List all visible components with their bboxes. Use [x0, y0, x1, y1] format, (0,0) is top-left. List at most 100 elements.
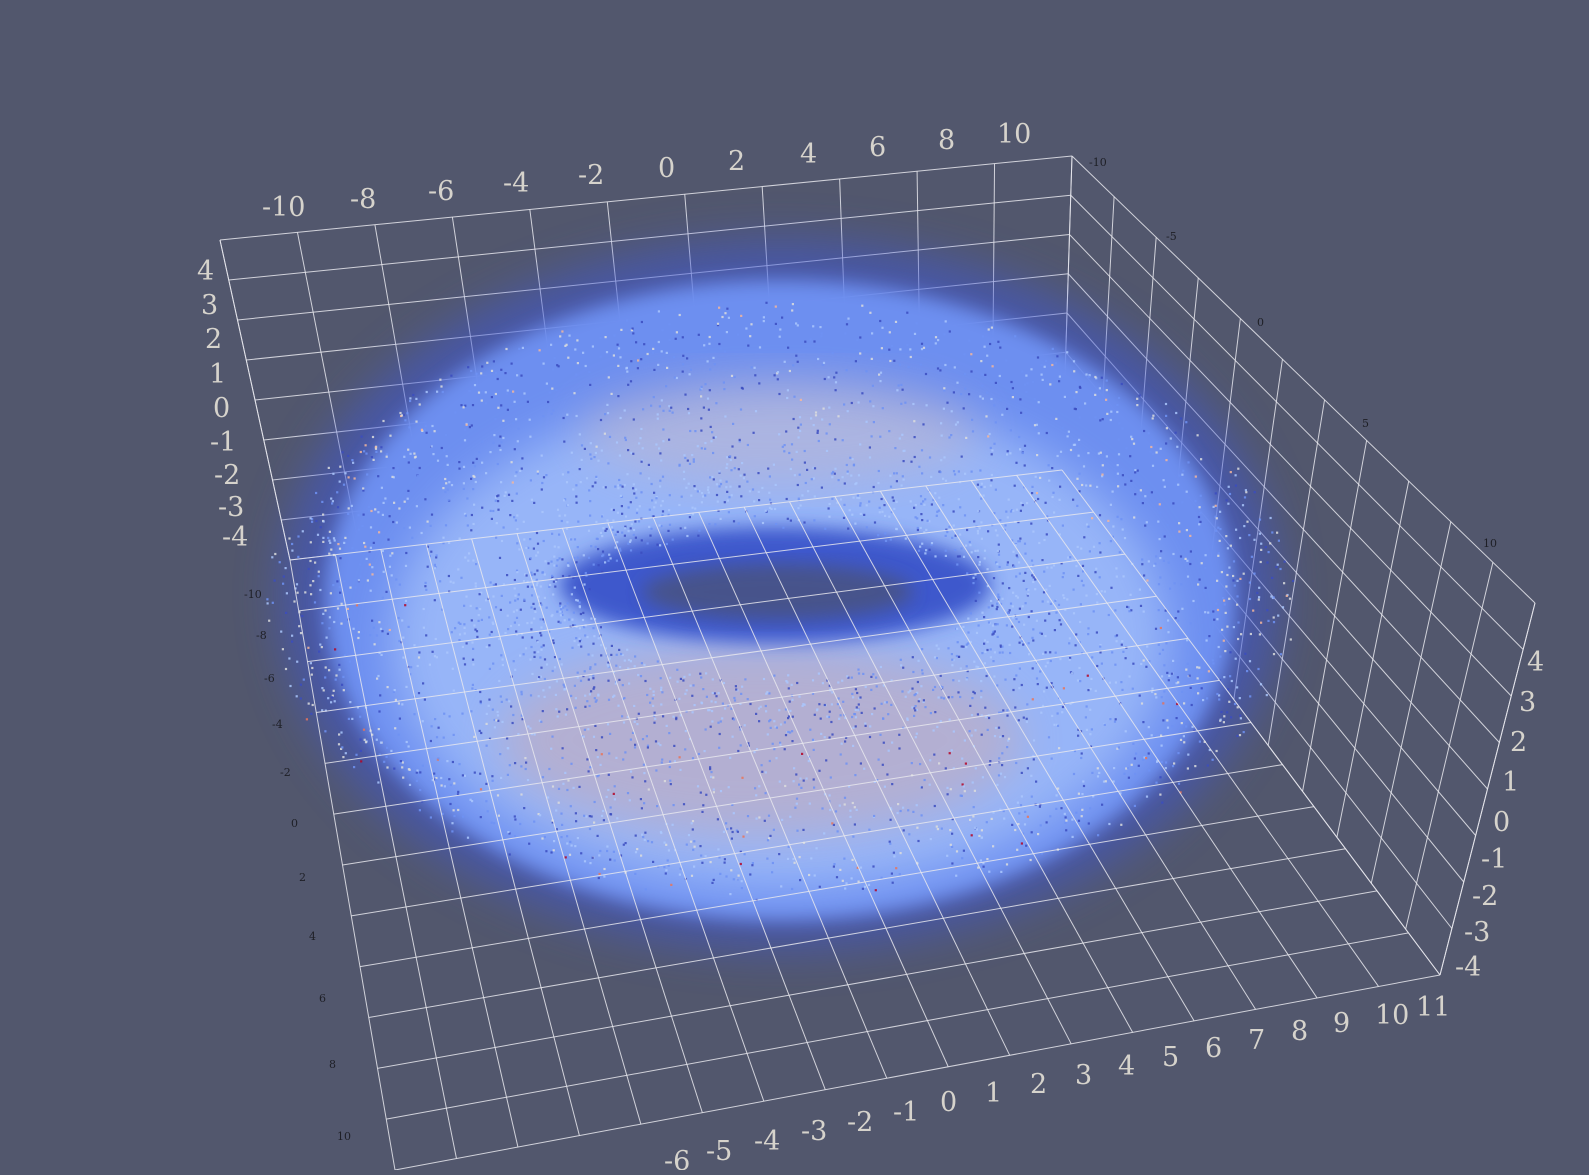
- torus-far-warm-band: [580, 375, 980, 485]
- torus-point: [307, 567, 310, 570]
- torus-point: [1239, 536, 1242, 540]
- torus-point: [361, 632, 364, 635]
- torus-point: [568, 575, 571, 578]
- torus-point: [533, 607, 536, 610]
- torus-point: [934, 711, 937, 714]
- torus-point: [519, 469, 522, 472]
- torus-point: [309, 517, 312, 520]
- torus-point: [1024, 810, 1027, 813]
- torus-point: [1041, 559, 1044, 562]
- torus-point: [682, 470, 686, 473]
- torus-point: [990, 599, 993, 603]
- torus-point: [528, 418, 531, 421]
- torus-point: [587, 653, 590, 656]
- torus-point: [585, 574, 588, 577]
- torus-point: [889, 359, 892, 363]
- torus-point: [698, 529, 701, 532]
- torus-point: [535, 531, 539, 535]
- torus-point: [940, 434, 943, 437]
- torus-point: [578, 433, 581, 436]
- torus-point: [657, 310, 660, 313]
- torus-point: [980, 482, 983, 485]
- torus-point: [650, 527, 653, 530]
- torus-point: [529, 538, 532, 541]
- torus-point: [492, 622, 495, 626]
- torus-point: [491, 708, 494, 711]
- torus-point: [372, 458, 375, 461]
- torus-point: [1232, 560, 1236, 563]
- torus-point: [996, 623, 999, 626]
- torus-point: [726, 456, 729, 459]
- torus-point: [898, 363, 902, 366]
- torus-point: [653, 721, 656, 724]
- torus-point: [792, 417, 795, 421]
- torus-point: [1117, 746, 1120, 749]
- torus-point: [572, 786, 575, 789]
- torus-point: [954, 423, 958, 426]
- torus-point: [1032, 530, 1035, 533]
- torus-point: [606, 849, 609, 853]
- torus-point: [799, 777, 802, 780]
- torus-point: [448, 778, 451, 781]
- torus-point: [311, 666, 314, 670]
- torus-point: [501, 664, 504, 667]
- torus-point: [722, 830, 726, 833]
- torus-point: [730, 494, 733, 497]
- torus-point: [1079, 620, 1082, 624]
- torus-point: [573, 586, 576, 589]
- torus-point: [889, 818, 892, 821]
- torus-point: [1027, 588, 1030, 592]
- torus-point: [716, 818, 719, 821]
- torus-point: [1030, 774, 1033, 777]
- torus-point: [690, 494, 693, 497]
- torus-point: [1024, 571, 1027, 574]
- torus-point: [610, 526, 613, 529]
- torus-point: [630, 451, 633, 454]
- torus-point: [530, 636, 534, 639]
- torus-point: [600, 814, 604, 817]
- torus-point: [656, 660, 659, 663]
- torus-point: [454, 411, 457, 414]
- torus-point: [936, 828, 939, 831]
- torus-point: [805, 777, 808, 780]
- torus-point: [823, 832, 826, 835]
- torus-point: [768, 506, 772, 509]
- torus-point: [966, 642, 970, 645]
- torus-point: [457, 808, 460, 812]
- torus-point: [1095, 377, 1098, 380]
- torus-point: [575, 599, 578, 602]
- torus-point: [835, 371, 838, 374]
- torus-point: [989, 342, 992, 346]
- torus-point: [515, 633, 518, 636]
- torus-point: [736, 689, 739, 692]
- torus-point: [687, 407, 690, 411]
- torus-point: [605, 351, 609, 354]
- torus-point: [1072, 772, 1076, 776]
- torus-point: [509, 514, 512, 517]
- torus-point: [1243, 496, 1247, 499]
- torus-point: [494, 371, 498, 374]
- torus-point: [644, 888, 647, 891]
- torus-point: [514, 519, 517, 522]
- torus-point: [1117, 396, 1121, 400]
- torus-point: [847, 676, 850, 679]
- torus-point: [679, 714, 682, 717]
- torus-point: [877, 758, 880, 761]
- torus-point: [566, 602, 569, 605]
- torus-point: [1276, 531, 1279, 534]
- bottom-x-tick: 0: [940, 1087, 957, 1118]
- torus-point: [533, 655, 536, 658]
- torus-point: [996, 605, 999, 608]
- torus-point: [996, 534, 999, 537]
- torus-point: [799, 504, 802, 507]
- torus-point: [1055, 807, 1058, 810]
- torus-point: [843, 503, 846, 506]
- torus-point: [890, 808, 893, 811]
- torus-point: [1027, 615, 1030, 619]
- left-y-tick: 8: [329, 1058, 336, 1071]
- torus-point: [1151, 452, 1155, 456]
- torus-point: [992, 660, 995, 663]
- torus-point: [960, 547, 963, 550]
